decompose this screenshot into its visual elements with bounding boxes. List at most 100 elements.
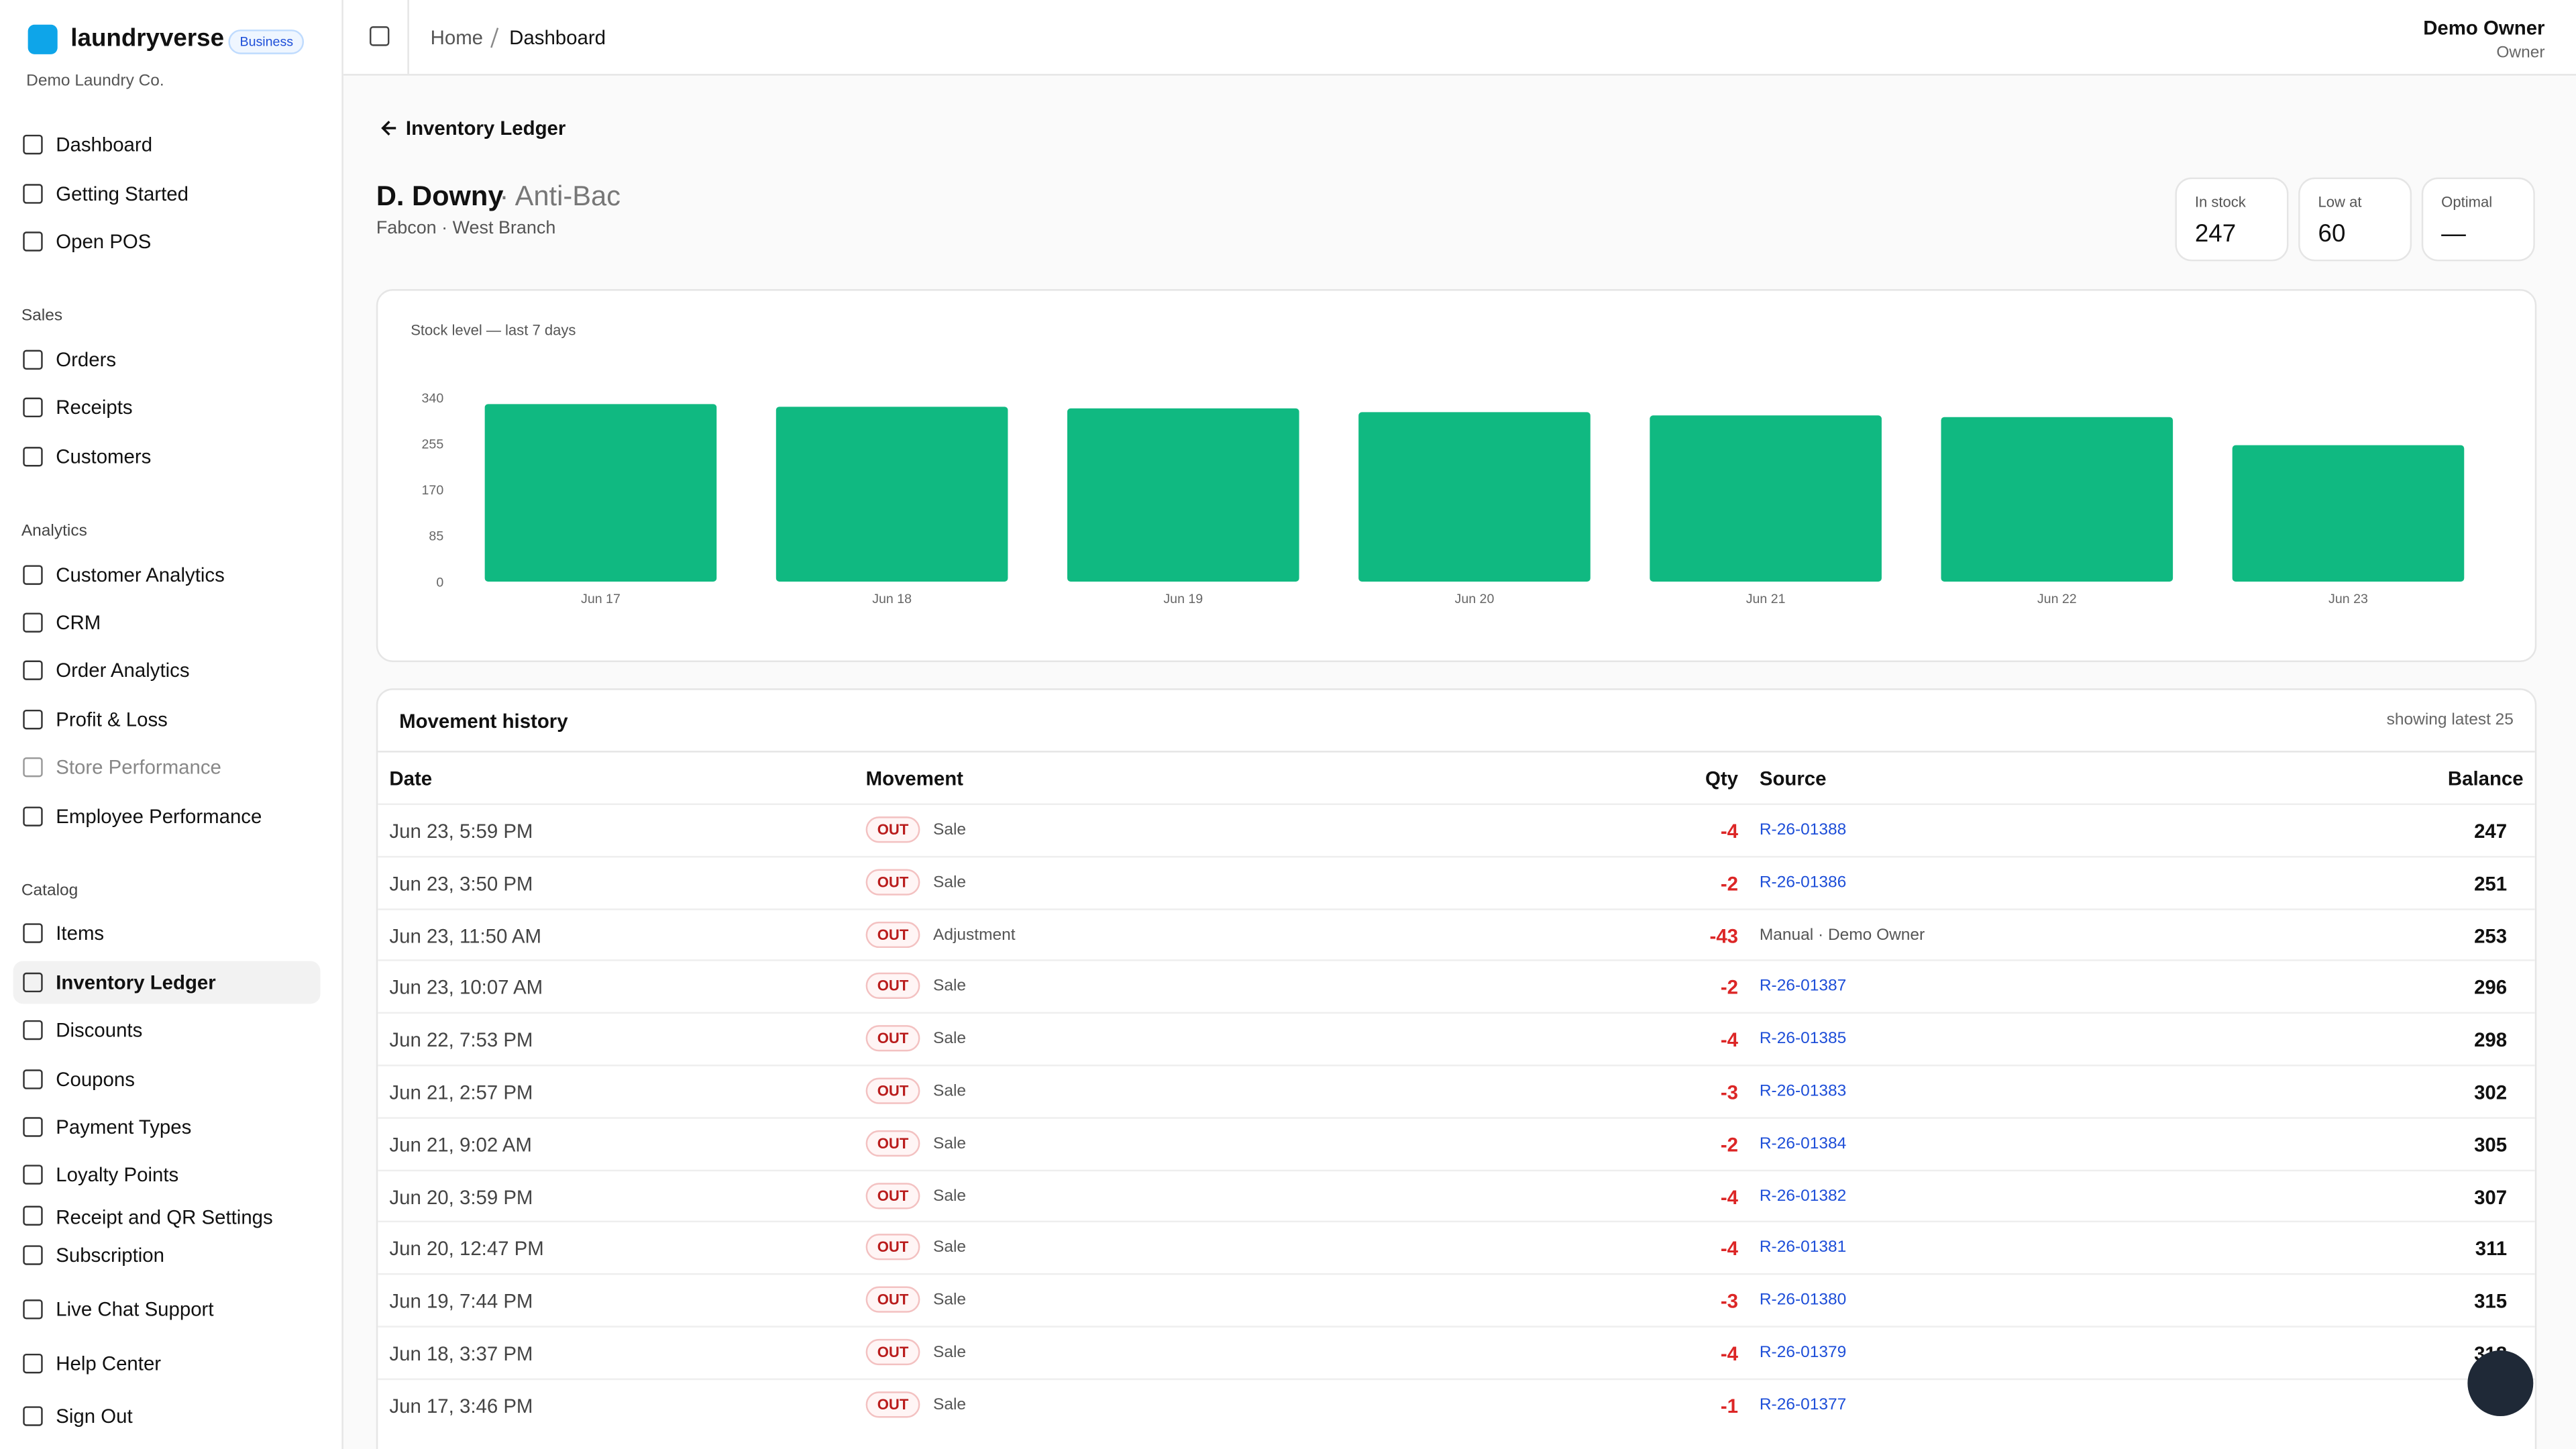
sidebar-toggle[interactable] [370, 26, 390, 46]
stat-value: 60 [2318, 220, 2346, 248]
reason: Sale [933, 1082, 967, 1101]
section-title: Analytics [21, 522, 87, 541]
nav-item[interactable]: Orders [13, 338, 321, 381]
source[interactable]: R-26-01377 [1759, 1396, 1847, 1415]
nav-icon [23, 1353, 43, 1374]
back-link[interactable]: Inventory Ledger [405, 116, 566, 140]
date: Jun 21, 9:02 AM [389, 1133, 532, 1157]
table-row: Jun 23, 3:50 PM OUT Sale -2 R-26-01386 251 [378, 855, 2535, 910]
divider [407, 0, 409, 74]
nav-icon [23, 1299, 43, 1320]
nav-item[interactable]: Loyalty Points [13, 1153, 321, 1196]
nav-item[interactable]: Customer Analytics [13, 553, 321, 596]
item-name: D. Downy [376, 180, 504, 212]
balance: 247 [2474, 820, 2508, 843]
nav-item[interactable]: Live Chat Support [13, 1288, 321, 1331]
nav-label: Receipt and QR Settings [56, 1205, 273, 1229]
movement-type: OUT [865, 1025, 920, 1052]
bar [484, 404, 717, 582]
source[interactable]: R-26-01380 [1759, 1291, 1847, 1310]
nav-item[interactable]: Store Performance [13, 746, 321, 789]
nav-item[interactable]: Order Analytics [13, 649, 321, 692]
source[interactable]: R-26-01386 [1759, 873, 1847, 892]
source[interactable]: R-26-01382 [1759, 1187, 1847, 1205]
qty: -4 [1720, 820, 1739, 843]
column-header: Source [1759, 767, 1827, 790]
nav-icon [23, 1245, 43, 1265]
qty: -3 [1720, 1081, 1739, 1104]
nav-label: Coupons [56, 1067, 135, 1091]
movement-type: OUT [865, 869, 920, 896]
nav-item[interactable]: Employee Performance [13, 795, 321, 838]
nav-item[interactable]: CRM [13, 601, 321, 644]
date: Jun 23, 10:07 AM [389, 976, 543, 1000]
user-name[interactable]: Demo Owner [2423, 16, 2545, 40]
nav-label: Order Analytics [56, 659, 190, 682]
movement-type: OUT [865, 973, 920, 1000]
nav-icon [23, 1117, 43, 1137]
bar [2232, 445, 2465, 582]
nav-item[interactable]: Subscription [13, 1234, 321, 1277]
nav-item[interactable]: Help Center [13, 1342, 321, 1385]
reason: Adjustment [933, 926, 1016, 945]
source[interactable]: R-26-01384 [1759, 1134, 1847, 1153]
nav-icon [23, 612, 43, 633]
nav-item[interactable]: Customers [13, 435, 321, 478]
x-tick-label: Jun 19 [1163, 592, 1203, 606]
nav-label: CRM [56, 611, 101, 635]
nav-label: Items [56, 921, 105, 945]
source[interactable]: R-26-01387 [1759, 978, 1847, 997]
table-row: Jun 20, 12:47 PM OUT Sale -4 R-26-01381 311 [378, 1221, 2535, 1276]
breadcrumb-link[interactable]: Home [430, 26, 484, 50]
reason: Sale [933, 821, 967, 840]
nav-item[interactable]: Discounts [13, 1009, 321, 1052]
qty: -3 [1720, 1289, 1739, 1313]
source[interactable]: R-26-01381 [1759, 1239, 1847, 1258]
x-tick-label: Jun 23 [2328, 592, 2368, 606]
nav-item[interactable]: Getting Started [13, 172, 321, 215]
breadcrumb-current: Dashboard [509, 26, 606, 50]
nav-item[interactable]: Payment Types [13, 1106, 321, 1148]
column-header: Date [389, 767, 433, 790]
nav-item[interactable]: Receipt and QR Settings [13, 1201, 321, 1232]
item-meta: Fabcon · West Branch [376, 218, 556, 239]
source[interactable]: R-26-01379 [1759, 1344, 1847, 1362]
user-role: Owner [2496, 44, 2545, 63]
table-row: Jun 21, 2:57 PM OUT Sale -3 R-26-01383 302 [378, 1064, 2535, 1119]
source[interactable]: R-26-01385 [1759, 1030, 1847, 1049]
date: Jun 20, 3:59 PM [389, 1185, 533, 1209]
nav-label: Store Performance [56, 755, 221, 779]
nav-item[interactable]: Sign Out [13, 1395, 321, 1438]
nav-item[interactable]: Coupons [13, 1058, 321, 1101]
bar [1941, 417, 2174, 582]
nav-icon [23, 231, 43, 252]
stat-value: 247 [2194, 220, 2237, 248]
nav-item[interactable]: Dashboard [13, 123, 321, 166]
nav-icon [23, 923, 43, 943]
qty: -1 [1720, 1394, 1739, 1417]
nav-item[interactable]: Receipts [13, 386, 321, 429]
back-arrow[interactable] [380, 118, 399, 138]
table-header: Date Movement Qty Source Balance [378, 751, 2535, 805]
nav-label: Subscription [56, 1243, 165, 1267]
nav-item[interactable]: Inventory Ledger [13, 961, 321, 1004]
stat-card: In stock 247 [2175, 177, 2289, 262]
nav-item[interactable]: Profit & Loss [13, 698, 321, 741]
date: Jun 17, 3:46 PM [389, 1394, 533, 1417]
y-tick-label: 255 [422, 437, 444, 452]
nav-icon [23, 134, 43, 155]
nav-item[interactable]: Items [13, 912, 321, 955]
nav-item[interactable]: Open POS [13, 220, 321, 263]
nav-label: Help Center [56, 1352, 162, 1375]
nav-icon [23, 757, 43, 777]
table-row: Jun 22, 7:53 PM OUT Sale -4 R-26-01385 298 [378, 1012, 2535, 1067]
source[interactable]: R-26-01383 [1759, 1082, 1847, 1101]
column-header: Balance [2447, 767, 2524, 790]
nav-icon [23, 660, 43, 680]
balance: 305 [2474, 1133, 2508, 1157]
nav-icon [23, 1165, 43, 1185]
movement-type: OUT [865, 1130, 920, 1157]
source[interactable]: R-26-01388 [1759, 821, 1847, 840]
nav-label: Inventory Ledger [56, 971, 216, 994]
chat-button[interactable] [2467, 1350, 2534, 1417]
